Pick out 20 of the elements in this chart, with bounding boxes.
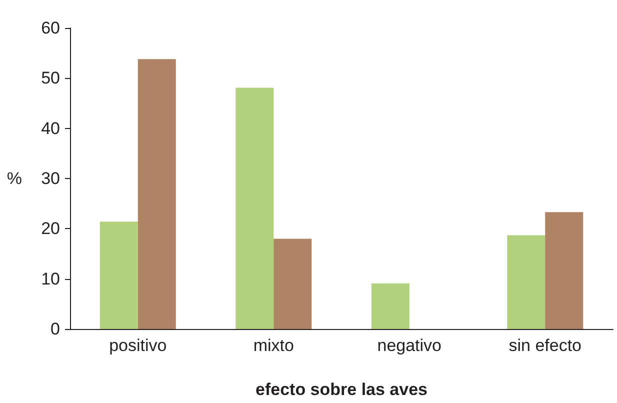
x-tick-label: sin efecto <box>508 336 582 355</box>
y-tick-label: 10 <box>41 269 60 288</box>
x-tick-label: negativo <box>377 336 442 355</box>
y-axis-title: % <box>6 169 22 188</box>
y-tick-label: 30 <box>41 169 60 188</box>
y-tick-label: 60 <box>41 18 60 38</box>
bar <box>100 222 138 329</box>
x-tick-label: positivo <box>109 336 167 355</box>
bar <box>507 235 546 329</box>
x-axis-title: efecto sobre las aves <box>256 380 428 399</box>
bar <box>138 59 176 329</box>
y-tick-label: 40 <box>41 118 60 138</box>
y-tick-label: 50 <box>41 68 60 88</box>
y-tick-label: 0 <box>50 320 60 338</box>
bar <box>371 283 410 329</box>
bar <box>236 88 274 329</box>
y-tick-label: 20 <box>41 219 60 238</box>
x-tick-label: mixto <box>253 336 294 355</box>
bar <box>274 238 312 329</box>
bar <box>545 212 584 329</box>
